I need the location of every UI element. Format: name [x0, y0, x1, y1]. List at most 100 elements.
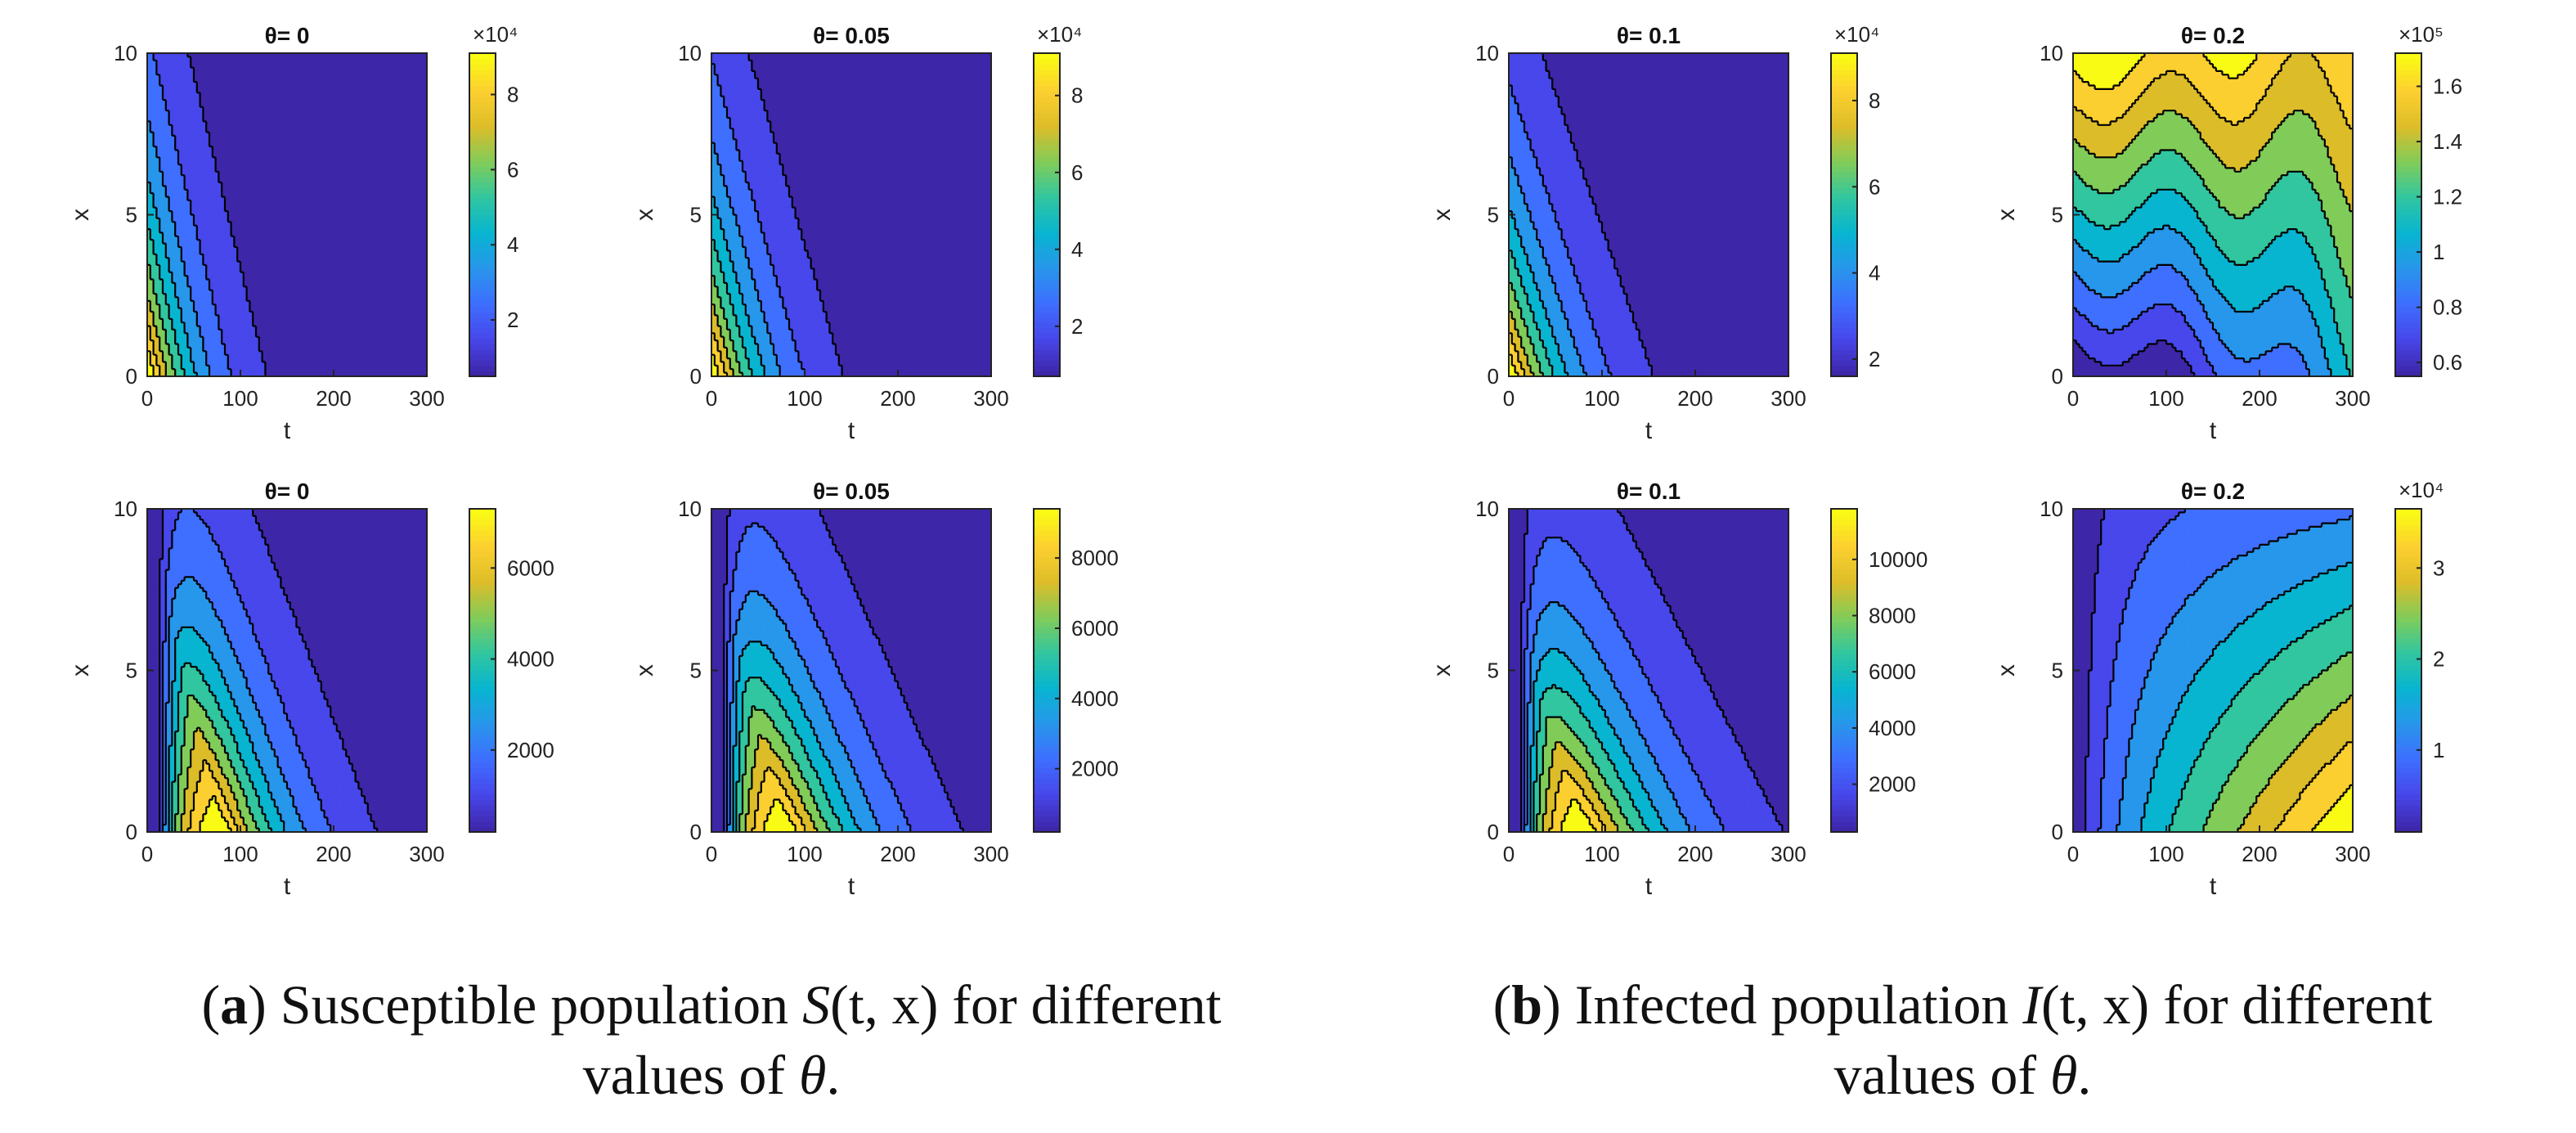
y-tick-label: 10: [2040, 497, 2063, 521]
x-tick-label: 300: [2335, 842, 2370, 866]
x-tick-label: 0: [141, 386, 153, 411]
colorbar-tick-label: 6: [1071, 160, 1083, 185]
y-tick-label: 10: [1475, 41, 1499, 65]
x-tick-label: 200: [1677, 386, 1712, 411]
x-tick-label: 300: [2335, 386, 2370, 411]
y-tick-label: 10: [1475, 497, 1499, 521]
x-tick-label: 200: [316, 386, 351, 411]
subplot-title: θ= 0.2: [2181, 23, 2245, 48]
y-tick-label: 5: [2052, 203, 2063, 227]
colorbar-tick-label: 1: [2433, 240, 2444, 264]
plot-area: [147, 53, 428, 377]
colorbar-tick-label: 4: [1071, 237, 1083, 262]
y-axis-label: x: [67, 209, 94, 221]
caption-b-args: (t, x): [2041, 973, 2149, 1036]
y-tick-label: 0: [126, 820, 137, 844]
x-tick-label: 300: [409, 386, 444, 411]
y-tick-label: 5: [690, 203, 702, 227]
colorbar-tick-label: 1.4: [2433, 129, 2462, 154]
y-axis-label: x: [1993, 664, 2020, 677]
colorbar-tick-label: 6: [1869, 174, 1880, 199]
x-tick-label: 100: [787, 386, 822, 411]
x-tick-label: 300: [1770, 842, 1806, 866]
colorbar-tick-label: 4: [507, 232, 518, 257]
y-tick-label: 10: [114, 41, 137, 65]
colorbar-tick-label: 1.6: [2433, 74, 2462, 99]
colorbar-tick-label: 2: [507, 308, 518, 332]
colorbar-tick-label: 2: [1869, 347, 1880, 371]
x-axis-label: t: [1645, 873, 1653, 900]
caption-b-theta: θ: [2050, 1044, 2077, 1106]
x-tick-label: 200: [316, 842, 351, 866]
x-axis-label: t: [848, 417, 855, 444]
colorbar-tick-label: 2000: [1071, 757, 1119, 781]
y-tick-label: 5: [126, 659, 137, 683]
x-tick-label: 200: [2242, 386, 2277, 411]
x-tick-label: 200: [2242, 842, 2277, 866]
x-tick-label: 0: [2067, 842, 2079, 866]
x-axis-label: t: [1645, 417, 1653, 444]
colorbar-tick-label: 2: [1071, 314, 1083, 339]
x-tick-label: 200: [880, 842, 915, 866]
x-tick-label: 300: [409, 842, 444, 866]
x-axis-label: t: [284, 873, 291, 900]
y-tick-label: 5: [126, 203, 137, 227]
caption-b-text-end: for different: [2149, 973, 2432, 1036]
colorbar-tick-label: 8000: [1071, 546, 1119, 570]
colorbar-tick-label: 4: [1869, 261, 1880, 285]
caption-b: (b) Infected population I(t, x) for diff…: [1358, 969, 2568, 1110]
x-tick-label: 100: [222, 842, 258, 866]
colorbar-exponent: ×10⁴: [2399, 478, 2444, 502]
caption-b-label: b: [1511, 973, 1542, 1036]
x-tick-label: 100: [1584, 842, 1619, 866]
colorbar-tick-label: 4000: [1869, 716, 1916, 740]
caption-b-text: Infected population: [1561, 973, 2023, 1036]
colorbar-tick-label: 8: [1071, 83, 1083, 108]
x-tick-label: 0: [706, 386, 717, 411]
x-tick-label: 100: [1584, 386, 1619, 411]
caption-a-args: (t, x): [830, 973, 938, 1036]
x-axis-label: t: [848, 873, 855, 900]
y-axis-label: x: [1429, 664, 1456, 677]
caption-a-text: Susceptible population: [267, 973, 802, 1036]
y-tick-label: 0: [1488, 820, 1499, 844]
caption-a-variable: S: [802, 973, 830, 1036]
colorbar-tick-label: 1.2: [2433, 185, 2462, 209]
x-tick-label: 100: [787, 842, 822, 866]
colorbar-exponent: ×10⁴: [1834, 22, 1879, 47]
y-axis-label: x: [631, 664, 658, 677]
colorbar-tick-label: 3: [2433, 555, 2444, 580]
colorbar-tick-label: 6000: [1869, 659, 1916, 684]
colorbar-tick-label: 1: [2433, 738, 2444, 762]
x-tick-label: 0: [706, 842, 717, 866]
y-axis-label: x: [1993, 209, 2020, 221]
colorbar-tick-label: 2000: [507, 738, 554, 762]
y-tick-label: 10: [2040, 41, 2063, 65]
colorbar-tick-label: 8000: [1869, 604, 1916, 628]
x-axis-label: t: [284, 417, 291, 444]
subplot-title: θ= 0.05: [813, 23, 890, 48]
y-tick-label: 0: [690, 364, 702, 389]
subplot-title: θ= 0: [265, 479, 310, 504]
x-tick-label: 300: [1770, 386, 1806, 411]
y-tick-label: 0: [2052, 820, 2063, 844]
caption-a-label: a: [220, 973, 248, 1036]
colorbar-tick-label: 2: [2433, 647, 2444, 672]
x-axis-label: t: [2210, 417, 2217, 444]
x-tick-label: 200: [1677, 842, 1712, 866]
y-tick-label: 5: [1488, 203, 1499, 227]
caption-b-line2: values of: [1834, 1044, 2050, 1106]
y-tick-label: 0: [1488, 364, 1499, 389]
plot-area: [1509, 53, 1789, 377]
x-tick-label: 0: [2067, 386, 2079, 411]
x-tick-label: 100: [2148, 842, 2183, 866]
plot-area: [147, 509, 428, 833]
colorbar-exponent: ×10⁴: [473, 22, 518, 47]
colorbar-exponent: ×10⁴: [1037, 22, 1082, 47]
y-tick-label: 0: [690, 820, 702, 844]
